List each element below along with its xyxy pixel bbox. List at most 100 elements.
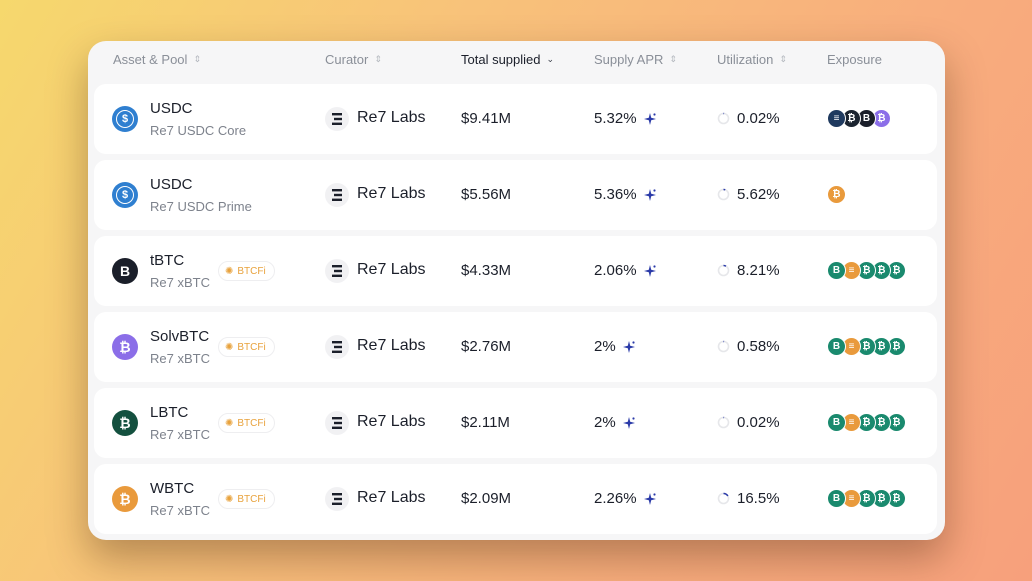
asset-name: USDC [150,176,193,193]
solvbtc-icon: ₿ [112,334,138,360]
supply-apr-value: 2% [594,414,616,431]
badge-label: BTCFi [237,493,266,505]
sparkle-icon[interactable] [643,112,656,125]
utilization-ring-icon [717,264,730,277]
re7-logo-icon [325,411,349,435]
total-supplied-value: $2.09M [461,490,512,507]
utilization-ring-icon [717,492,730,505]
btcfi-badge: ✺ BTCFi [218,413,275,433]
btcfi-badge: ✺ BTCFi [218,337,275,357]
table-row[interactable]: ₿ WBTC Re7 xBTC ✺ BTCFi Re7 Labs $2.09M 2… [94,464,937,534]
flame-icon: ✺ [225,265,234,277]
bitcoin-icon: ₿ [887,261,906,280]
utilization-ring-icon [717,188,730,201]
sort-icon: ⇕ [669,54,677,64]
lbtc-icon: ₿ [112,410,138,436]
table-row[interactable]: $ USDC Re7 USDC Core Re7 Labs $9.41M 5.3… [94,84,937,154]
total-supplied-value: $2.11M [461,414,510,431]
sparkle-icon[interactable] [622,340,635,353]
sparkle-icon[interactable] [643,264,656,277]
asset-name: WBTC [150,480,195,497]
tbtc-icon: B [827,413,846,432]
sparkle-icon[interactable] [622,416,635,429]
table-row[interactable]: $ USDC Re7 USDC Prime Re7 Labs $5.56M 5.… [94,160,937,230]
supply-apr-value: 2.06% [594,262,637,279]
table-row[interactable]: ₿ SolvBTC Re7 xBTC ✺ BTCFi Re7 Labs $2.76… [94,312,937,382]
exposure-list[interactable]: B ≡ ₿ ₿ ₿ [827,489,906,508]
exposure-list[interactable]: B ≡ ₿ ₿ ₿ [827,337,906,356]
table-row[interactable]: ₿ LBTC Re7 xBTC ✺ BTCFi Re7 Labs $2.11M 2… [94,388,937,458]
column-curator[interactable]: Curator ⇕ [325,52,382,67]
re7-logo-icon [325,335,349,359]
utilization-value: 16.5% [737,490,780,507]
column-supply-apr[interactable]: Supply APR ⇕ [594,52,677,67]
column-asset-pool-label: Asset & Pool [113,52,188,67]
supply-apr-value: 5.32% [594,110,637,127]
pool-name: Re7 xBTC [150,427,210,442]
utilization: 0.02% [717,110,780,127]
supply-apr-value: 5.36% [594,186,637,203]
utilization: 16.5% [717,490,780,507]
curator-name[interactable]: Re7 Labs [357,413,426,430]
wbtc-icon: ≡ [842,337,861,356]
exposure-list[interactable]: ≡ ₿ B ₿ [827,109,891,128]
sparkle-icon[interactable] [643,188,656,201]
supply-apr: 5.32% [594,110,656,127]
flame-icon: ✺ [225,493,234,505]
column-utilization[interactable]: Utilization ⇕ [717,52,787,67]
utilization: 0.58% [717,338,780,355]
curator-name[interactable]: Re7 Labs [357,109,426,126]
utilization-value: 0.02% [737,414,780,431]
column-total-supplied-label: Total supplied [461,52,541,67]
btcfi-badge: ✺ BTCFi [218,261,275,281]
sort-icon: ⇕ [193,54,201,64]
utilization-value: 0.58% [737,338,780,355]
utilization-value: 0.02% [737,110,780,127]
badge-label: BTCFi [237,265,266,277]
bitcoin-icon: ₿ [887,413,906,432]
pool-name: Re7 xBTC [150,503,210,518]
exposure-list[interactable]: B ≡ ₿ ₿ ₿ [827,413,906,432]
bitcoin-icon: ₿ [842,109,861,128]
column-total-supplied[interactable]: Total supplied ⌄ [461,52,554,67]
pool-name: Re7 USDC Prime [150,199,252,214]
curator-name[interactable]: Re7 Labs [357,185,426,202]
re7-logo-icon [325,183,349,207]
tbtc-icon: B [827,489,846,508]
curator-name[interactable]: Re7 Labs [357,261,426,278]
solvbtc-icon: ₿ [872,109,891,128]
tbtc-icon: B [112,258,138,284]
total-supplied-value: $4.33M [461,262,512,279]
column-asset-pool[interactable]: Asset & Pool ⇕ [113,52,201,67]
asset-name: SolvBTC [150,328,210,345]
total-supplied-value: $9.41M [461,110,512,127]
re7-logo-icon [325,487,349,511]
chevron-down-icon: ⌄ [546,54,555,64]
utilization-ring-icon [717,340,730,353]
utilization-value: 8.21% [737,262,780,279]
tbtc-icon: B [827,261,846,280]
exposure-list[interactable]: ₿ [827,185,846,204]
supply-apr: 2.26% [594,490,656,507]
badge-label: BTCFi [237,417,266,429]
badge-label: BTCFi [237,341,266,353]
flame-icon: ✺ [225,341,234,353]
curator-name[interactable]: Re7 Labs [357,489,426,506]
utilization: 5.62% [717,186,780,203]
table-row[interactable]: B tBTC Re7 xBTC ✺ BTCFi Re7 Labs $4.33M 2… [94,236,937,306]
pool-name: Re7 USDC Core [150,123,247,138]
supply-apr-value: 2% [594,338,616,355]
curator-name[interactable]: Re7 Labs [357,337,426,354]
pool-name: Re7 xBTC [150,351,210,366]
asset-name: LBTC [150,404,189,421]
utilization: 0.02% [717,414,780,431]
exposure-list[interactable]: B ≡ ₿ ₿ ₿ [827,261,906,280]
column-curator-label: Curator [325,52,369,67]
supply-apr: 5.36% [594,186,656,203]
sort-icon: ⇕ [779,54,787,64]
utilization-ring-icon [717,416,730,429]
utilization-ring-icon [717,112,730,125]
sparkle-icon[interactable] [643,492,656,505]
wbtc-icon: ₿ [112,486,138,512]
flame-icon: ✺ [225,417,234,429]
